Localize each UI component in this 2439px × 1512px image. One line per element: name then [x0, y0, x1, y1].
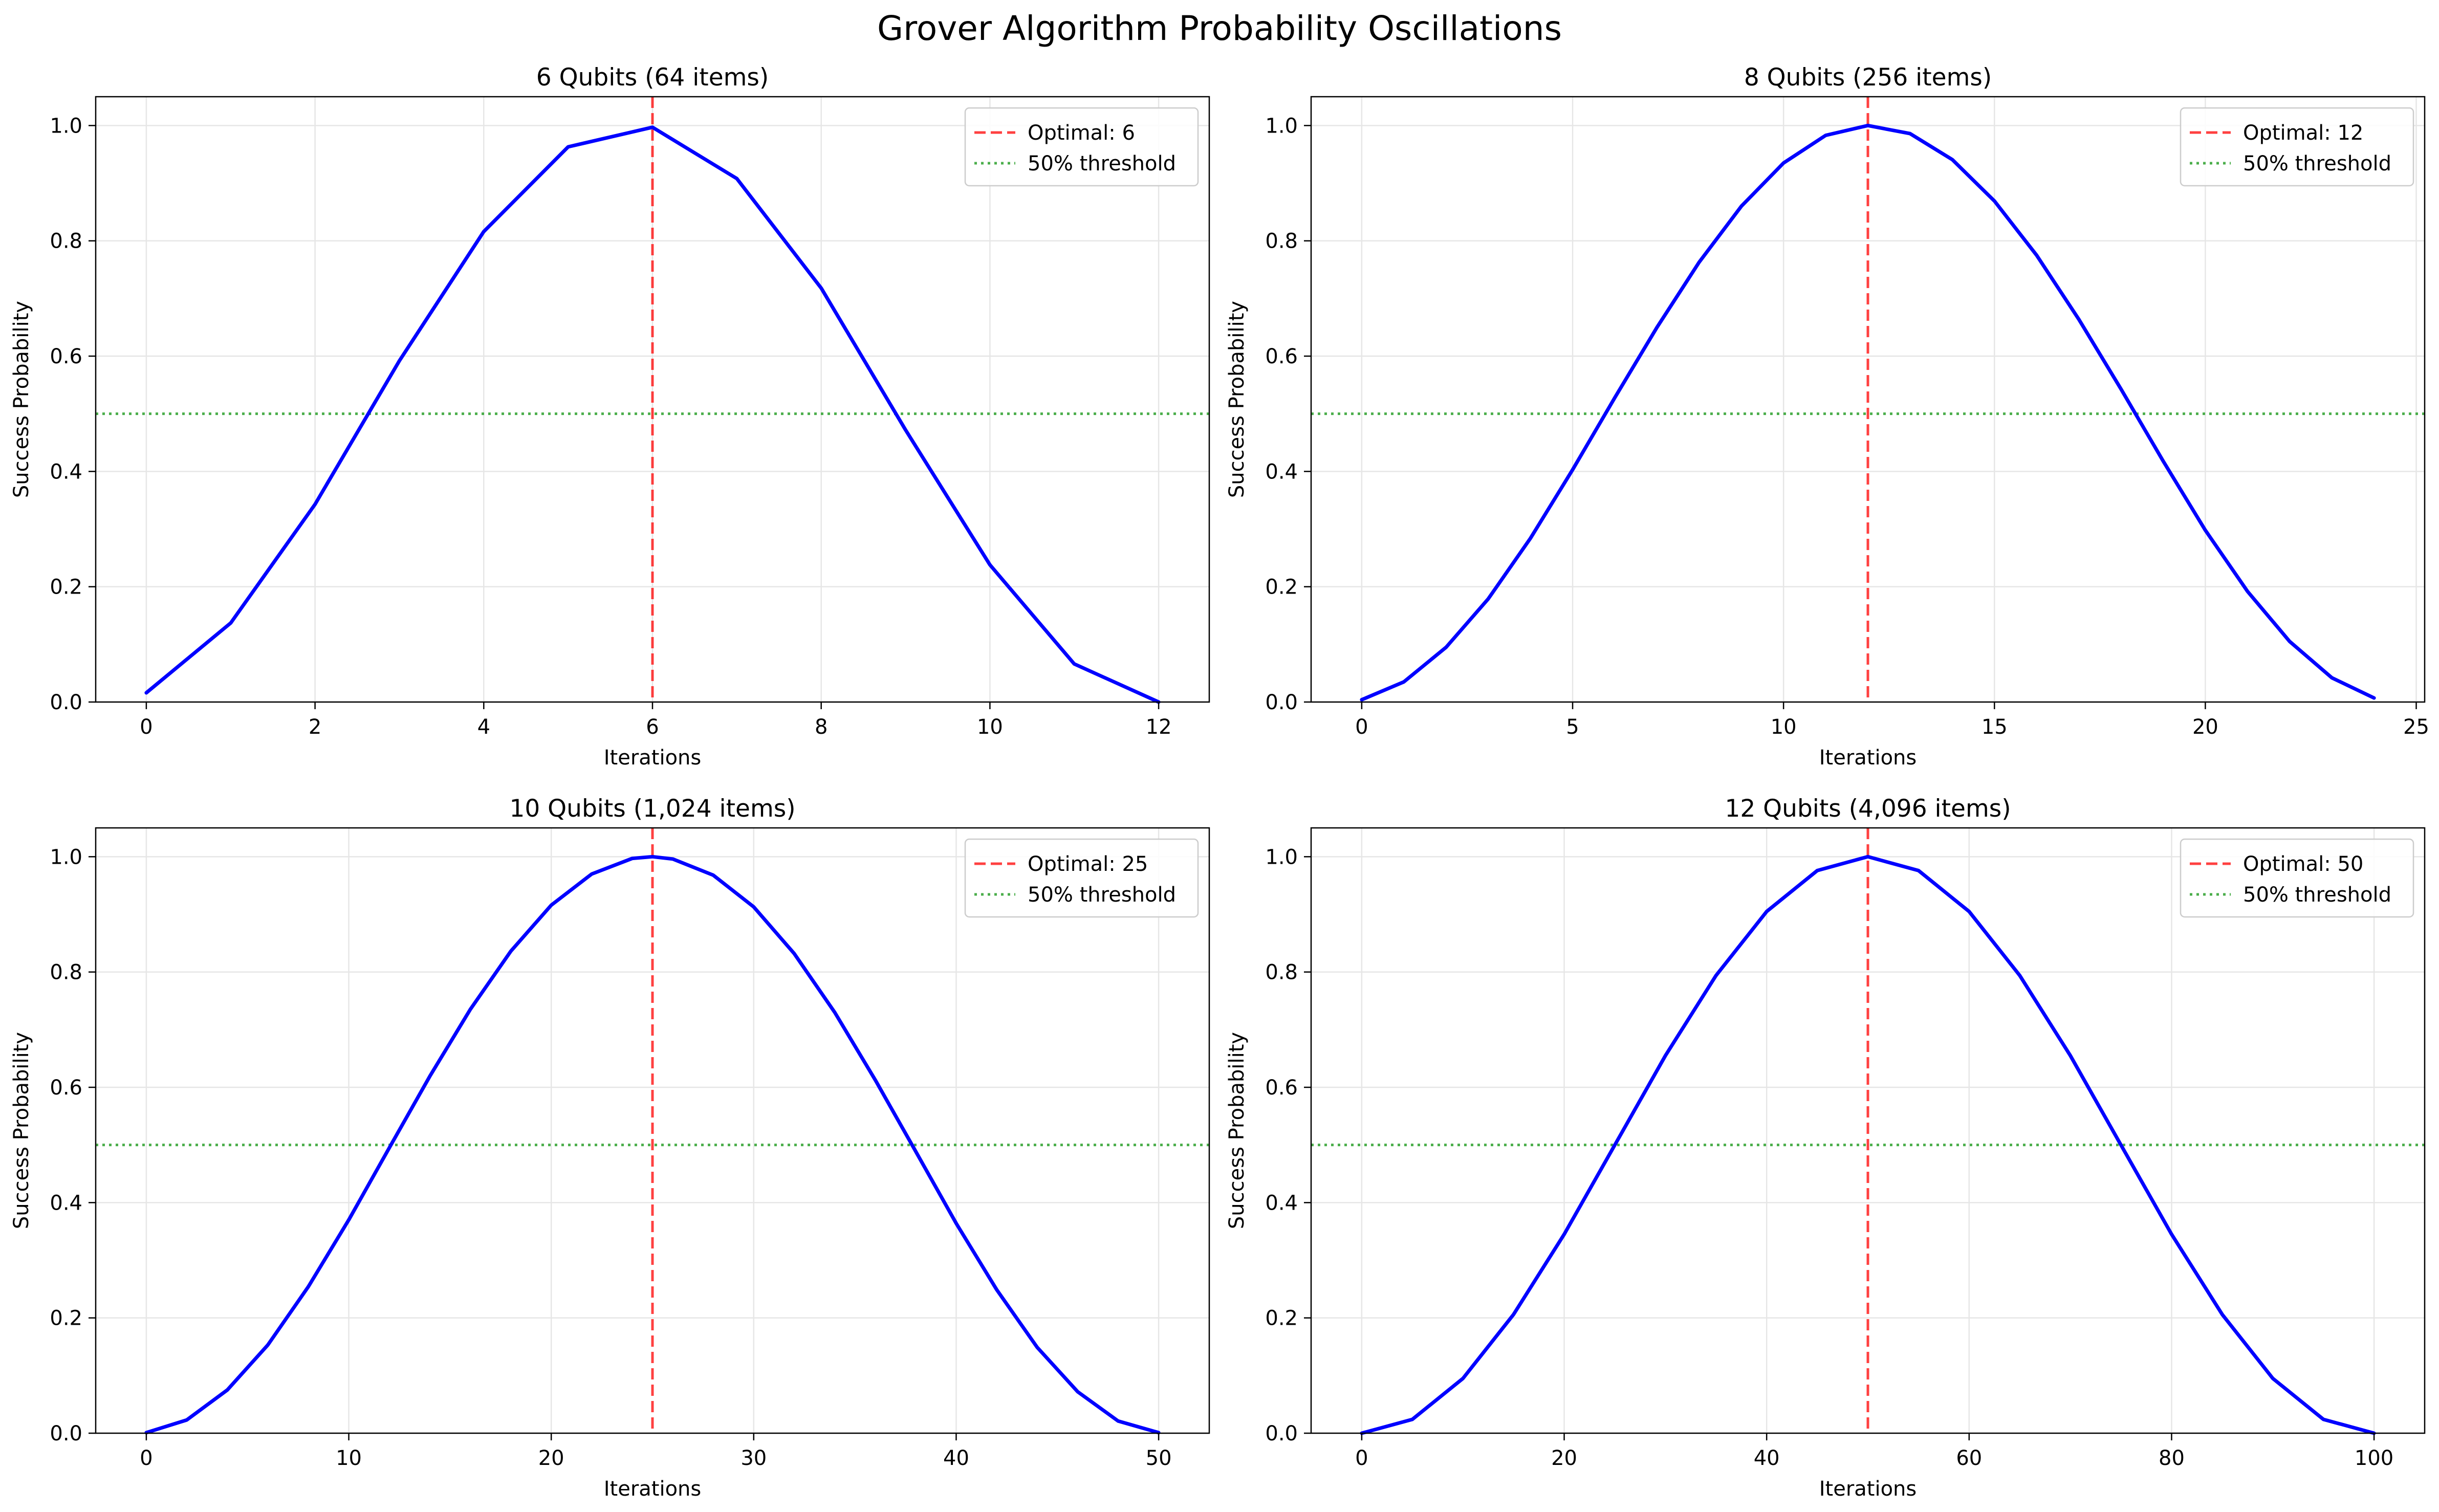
x-tick-label: 20: [1551, 1447, 1577, 1470]
x-axis-label: Iterations: [604, 746, 702, 770]
subplot-title: 6 Qubits (64 items): [536, 63, 769, 92]
legend: Optimal: 50 50% threshold: [2180, 838, 2414, 918]
y-tick-label: 1.0: [50, 845, 82, 869]
y-tick-label: 0.8: [1265, 230, 1298, 253]
legend-optimal-label: Optimal: 25: [1028, 852, 1148, 876]
axes-frame: [1310, 827, 2426, 1434]
y-tick-label: 0.6: [50, 345, 82, 368]
legend-threshold-label: 50% threshold: [1028, 883, 1176, 907]
legend-optimal-label: Optimal: 12: [2243, 121, 2363, 145]
x-tick-label: 80: [2159, 1447, 2185, 1470]
legend-threshold-label: 50% threshold: [2243, 883, 2391, 907]
y-tick-label: 0.0: [1265, 1422, 1298, 1445]
y-tick-label: 0.2: [1265, 576, 1298, 599]
y-tick-label: 0.4: [50, 460, 82, 484]
x-tick-label: 2: [309, 715, 321, 739]
legend-box: [964, 107, 1199, 187]
y-tick-label: 0.4: [1265, 460, 1298, 484]
subplot-grid: 0 2 4 6 8 10 12 0.0 0.2 0.4 0.6 0.8 1.0 6 Qubits (64 …: [10, 63, 2429, 1501]
y-tick-label: 1.0: [50, 114, 82, 138]
y-tick-label: 0.8: [50, 230, 82, 253]
probability-line: [144, 854, 1161, 1435]
y-axis-label: Success Probability: [1225, 301, 1249, 498]
x-tick-label: 100: [2355, 1447, 2393, 1470]
subplot-title: 10 Qubits (1,024 items): [509, 795, 795, 823]
x-tick-label: 20: [2192, 715, 2218, 739]
subplot-title: 8 Qubits (256 items): [1744, 63, 1992, 92]
x-tick-label: 10: [977, 715, 1003, 739]
x-tick-label: 0: [140, 715, 153, 739]
x-tick-label: 20: [538, 1447, 564, 1470]
legend: Optimal: 12 50% threshold: [2180, 107, 2414, 187]
x-tick-label: 4: [477, 715, 490, 739]
x-tick-label: 40: [1754, 1447, 1780, 1470]
x-tick-label: 25: [2403, 715, 2429, 739]
legend-threshold-label: 50% threshold: [1028, 152, 1176, 176]
x-tick-label: 10: [336, 1447, 362, 1470]
y-tick-label: 0.0: [1265, 691, 1298, 714]
y-tick-label: 0.6: [1265, 1076, 1298, 1100]
legend-optimal-label: Optimal: 6: [1028, 121, 1135, 145]
y-tick-label: 0.2: [50, 576, 82, 599]
x-tick-label: 15: [1981, 715, 2008, 739]
y-tick-label: 0.2: [50, 1307, 82, 1330]
figure-title: Grover Algorithm Probability Oscillation…: [877, 9, 1562, 48]
x-axis-label: Iterations: [1819, 746, 1917, 770]
y-tick-label: 0.8: [50, 961, 82, 984]
subplot-4: 0 20 40 60 80 100 0.0 0.2 0.4 0.6 0.8 1.0 12 Qubits …: [1225, 795, 2426, 1501]
probability-line: [1360, 854, 2376, 1435]
y-axis-label: Success Probability: [10, 301, 33, 498]
y-tick-label: 0.0: [50, 691, 82, 714]
y-tick-label: 0.6: [1265, 345, 1298, 368]
y-tick-label: 1.0: [1265, 114, 1298, 138]
probability-line: [1360, 123, 2376, 702]
x-tick-label: 0: [1355, 1447, 1368, 1470]
x-tick-label: 50: [1146, 1447, 1172, 1470]
axes-frame: [1310, 96, 2426, 703]
y-tick-label: 0.4: [1265, 1191, 1298, 1215]
x-axis-label: Iterations: [1819, 1477, 1917, 1501]
axes-frame: [95, 827, 1210, 1434]
legend: Optimal: 25 50% threshold: [964, 838, 1199, 918]
legend-box: [2180, 838, 2414, 918]
x-tick-label: 0: [140, 1447, 153, 1470]
subplot-3: 0 10 20 30 40 50 0.0 0.2 0.4 0.6 0.8 1.0 10 Qubits (…: [10, 795, 1210, 1501]
x-tick-label: 40: [943, 1447, 969, 1470]
subplot-title: 12 Qubits (4,096 items): [1725, 795, 2011, 823]
x-tick-label: 12: [1146, 715, 1172, 739]
subplot-2: 0 5 10 15 20 25 0.0 0.2 0.4 0.6 0.8 1.0 8 Qubits (25…: [1225, 63, 2429, 770]
legend-optimal-label: Optimal: 50: [2243, 852, 2363, 876]
x-tick-label: 8: [815, 715, 827, 739]
y-tick-label: 0.4: [50, 1191, 82, 1215]
y-tick-label: 0.2: [1265, 1307, 1298, 1330]
y-tick-label: 0.6: [50, 1076, 82, 1100]
y-axis-label: Success Probability: [1225, 1032, 1249, 1229]
x-tick-label: 10: [1771, 715, 1797, 739]
y-tick-label: 0.0: [50, 1422, 82, 1445]
x-axis-label: Iterations: [604, 1477, 702, 1501]
x-tick-label: 60: [1956, 1447, 1982, 1470]
y-axis-label: Success Probability: [10, 1032, 33, 1229]
x-tick-label: 6: [646, 715, 659, 739]
legend-threshold-label: 50% threshold: [2243, 152, 2391, 176]
x-tick-label: 30: [741, 1447, 767, 1470]
y-tick-label: 0.8: [1265, 961, 1298, 984]
legend-box: [2180, 107, 2414, 187]
x-tick-label: 5: [1566, 715, 1579, 739]
x-tick-label: 0: [1355, 715, 1368, 739]
legend: Optimal: 6 50% threshold: [964, 107, 1199, 187]
subplot-1: 0 2 4 6 8 10 12 0.0 0.2 0.4 0.6 0.8 1.0 6 Qubits (64 …: [10, 63, 1210, 770]
probability-line: [144, 125, 1161, 704]
legend-box: [964, 838, 1199, 918]
y-tick-label: 1.0: [1265, 845, 1298, 869]
